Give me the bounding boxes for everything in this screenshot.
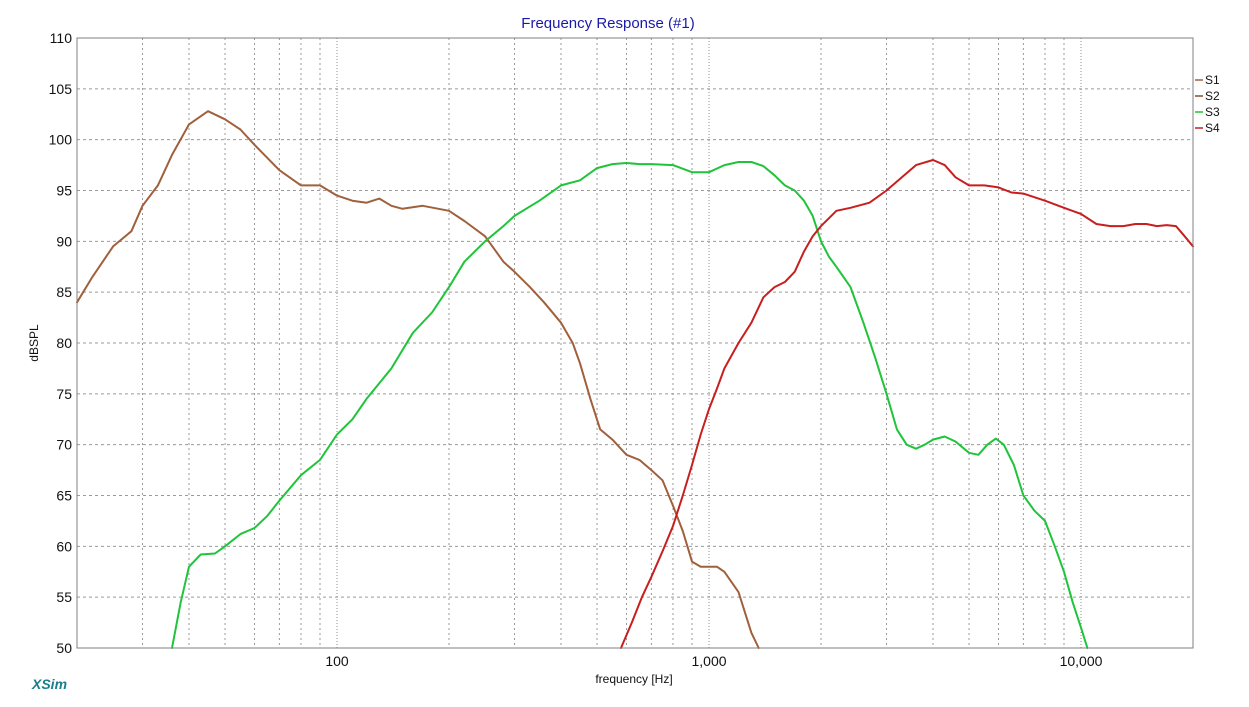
series-layer — [76, 110, 1194, 649]
y-tick-label: 95 — [56, 183, 72, 199]
x-tick-label: 1,000 — [691, 653, 726, 669]
y-axis-label: dBSPL — [27, 324, 41, 362]
y-tick-label: 50 — [56, 640, 72, 656]
plot-frame — [76, 37, 1194, 649]
legend: S1 S2 S3 S4 — [1195, 73, 1220, 135]
y-tick-label: 75 — [56, 386, 72, 402]
y-tick-label: 80 — [56, 335, 72, 351]
series-line-s1 — [76, 110, 760, 649]
y-tick-label: 90 — [56, 233, 72, 249]
series-line-s3 — [171, 161, 1089, 649]
legend-label-s2: S2 — [1205, 89, 1220, 103]
x-axis-label: frequency [Hz] — [595, 672, 672, 686]
y-tick-label: 70 — [56, 437, 72, 453]
x-tick-label: 10,000 — [1060, 653, 1103, 669]
legend-label-s1: S1 — [1205, 73, 1220, 87]
y-tick-label: 65 — [56, 488, 72, 504]
legend-label-s4: S4 — [1205, 121, 1220, 135]
y-tick-label: 100 — [49, 132, 73, 148]
x-tick-label: 100 — [325, 653, 349, 669]
legend-label-s3: S3 — [1205, 105, 1220, 119]
y-tick-label: 85 — [56, 284, 72, 300]
y-axis-ticks: 110 105 100 95 90 85 80 75 70 65 60 55 50 — [49, 30, 73, 656]
chart-title: Frequency Response (#1) — [521, 15, 694, 32]
y-tick-label: 55 — [56, 589, 72, 605]
y-tick-label: 110 — [50, 30, 73, 46]
y-tick-label: 105 — [49, 81, 73, 97]
brand-logo: XSim — [31, 676, 67, 692]
grid-layer — [77, 38, 1193, 648]
series-line-s4 — [620, 159, 1194, 649]
x-axis-ticks: 100 1,000 10,000 — [325, 653, 1102, 669]
y-tick-label: 60 — [56, 538, 72, 554]
